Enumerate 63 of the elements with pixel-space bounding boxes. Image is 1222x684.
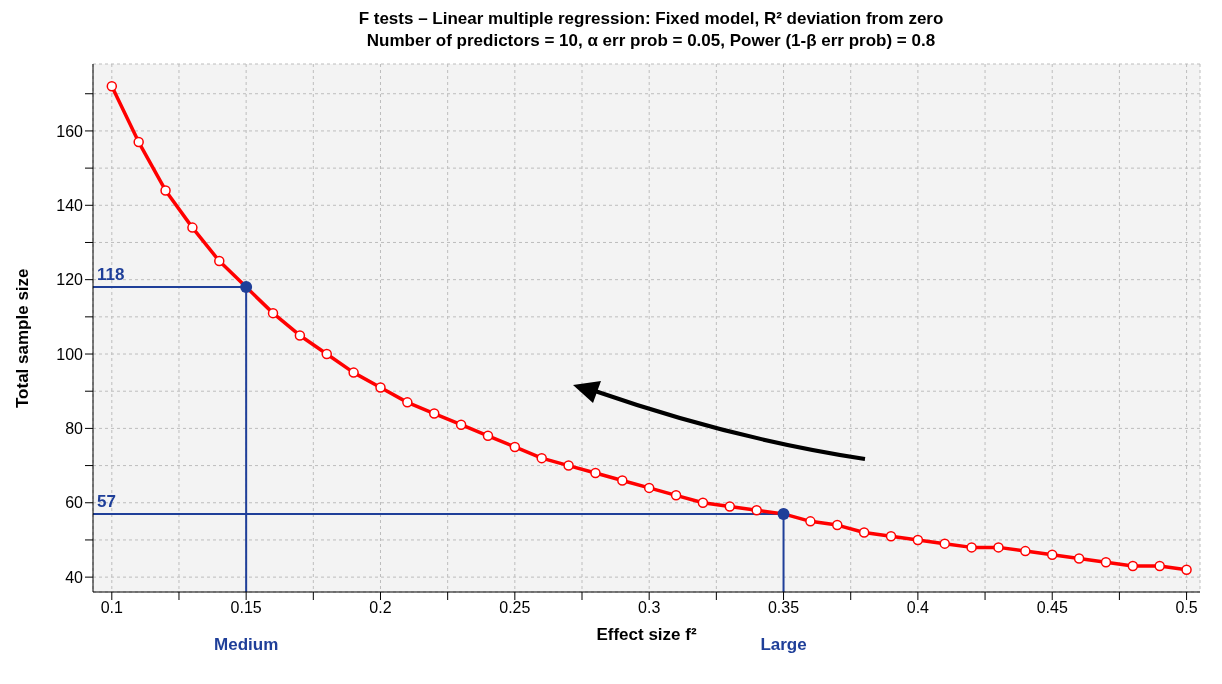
x-tick-label: 0.4 xyxy=(906,599,930,617)
point xyxy=(375,382,386,393)
x-tick-label: 0.45 xyxy=(1036,599,1068,617)
point xyxy=(563,460,574,471)
point xyxy=(643,482,655,494)
y-tick-label: 160 xyxy=(56,122,84,140)
point xyxy=(590,467,601,479)
ref-line-label: 118 xyxy=(97,265,125,285)
point xyxy=(455,419,467,430)
point xyxy=(214,255,225,267)
point xyxy=(1181,564,1192,575)
point xyxy=(912,534,924,546)
x-tick-label: 0.15 xyxy=(230,599,262,617)
ref-line-label: Medium xyxy=(214,635,279,654)
point xyxy=(321,348,333,360)
y-tick-label: 120 xyxy=(56,271,84,289)
x-tick-label: 0.25 xyxy=(499,599,531,617)
point xyxy=(160,185,171,196)
y-tick-label: 80 xyxy=(65,420,84,438)
point xyxy=(348,367,359,378)
point xyxy=(536,452,547,464)
point xyxy=(1073,553,1085,564)
point xyxy=(939,538,950,549)
chart-subtitle: Number of predictors = 10, α err prob = 0.05, Power (1-β err prob) = 0.8 xyxy=(365,30,937,52)
point xyxy=(402,397,413,408)
point xyxy=(993,542,1004,553)
x-tick-label: 0.3 xyxy=(638,599,661,617)
ref-line-label: 57 xyxy=(97,491,116,511)
x-axis-title: Effect size f² xyxy=(596,625,697,645)
point xyxy=(106,81,118,92)
point xyxy=(1020,545,1031,557)
point xyxy=(187,222,198,233)
point xyxy=(805,516,816,527)
ref-line-label: Large xyxy=(760,635,807,654)
point xyxy=(966,542,977,553)
point xyxy=(858,527,870,538)
point xyxy=(133,136,144,148)
y-tick-label: 40 xyxy=(65,568,84,586)
point xyxy=(294,330,306,341)
chart-title: F tests – Linear multiple regression: Fixed model, R² deviation from zero xyxy=(357,8,945,30)
point xyxy=(751,504,762,516)
x-tick-label: 0.1 xyxy=(100,599,124,617)
point xyxy=(1127,560,1139,572)
y-tick-label: 100 xyxy=(56,345,84,363)
y-tick-label: 60 xyxy=(65,494,84,512)
point xyxy=(697,497,709,509)
point xyxy=(428,408,440,419)
point xyxy=(509,441,521,453)
point xyxy=(670,490,682,501)
point xyxy=(832,519,843,531)
x-tick-label: 0.35 xyxy=(767,599,800,617)
point xyxy=(724,501,736,512)
point xyxy=(617,475,628,486)
point xyxy=(482,430,494,442)
point xyxy=(267,307,279,319)
point xyxy=(1154,560,1165,572)
point xyxy=(1046,549,1058,561)
point xyxy=(1100,557,1112,568)
x-tick-label: 0.2 xyxy=(369,599,392,617)
x-tick-label: 0.5 xyxy=(1175,599,1198,617)
y-axis-title: Total sample size xyxy=(13,268,33,408)
y-tick-label: 140 xyxy=(56,196,84,214)
point xyxy=(885,530,897,542)
